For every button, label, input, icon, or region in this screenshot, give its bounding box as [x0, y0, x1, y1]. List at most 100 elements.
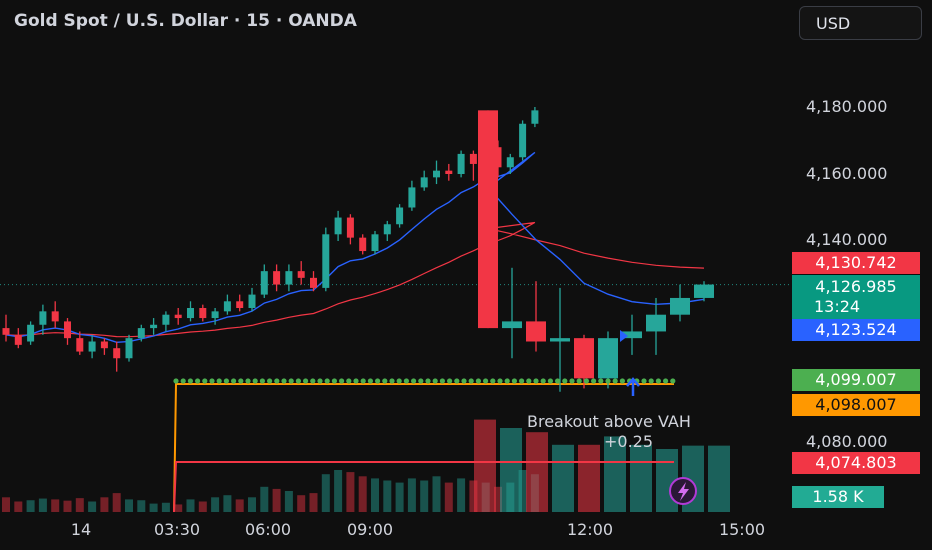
- candle: [457, 150, 465, 178]
- candle: [285, 264, 293, 292]
- lightning-icon: [678, 482, 689, 501]
- signal-dot: [483, 378, 489, 384]
- signal-dot: [547, 378, 554, 384]
- volume-bar: [604, 436, 626, 512]
- signal-dot: [605, 378, 611, 384]
- candle: [2, 314, 10, 342]
- volume-profile: [173, 383, 674, 513]
- signal-dot: [389, 378, 395, 384]
- signal-dot: [367, 378, 373, 384]
- bar-countdown: 13:24: [814, 297, 861, 316]
- volume-bar: [457, 478, 466, 512]
- signal-dot: [519, 378, 525, 384]
- vah-line: [173, 383, 674, 513]
- candle: [236, 294, 244, 312]
- candle-body: [310, 277, 317, 288]
- signal-dot: [360, 378, 366, 384]
- candle: [574, 334, 594, 389]
- signal-dot: [555, 378, 561, 384]
- x-tick-label: 03:30: [153, 520, 201, 539]
- candle: [223, 294, 231, 315]
- candle-body: [420, 177, 428, 188]
- signal-dot: [310, 378, 316, 384]
- candle: [383, 220, 391, 241]
- candle: [359, 234, 367, 255]
- volume-bar: [198, 501, 207, 512]
- candle: [39, 304, 47, 335]
- signal-dot: [195, 378, 201, 384]
- volume-bar: [75, 498, 84, 512]
- candle-body: [383, 224, 391, 235]
- signal-dot: [648, 378, 654, 384]
- x-tick-label: 06:00: [244, 520, 292, 539]
- volume-bar: [260, 486, 269, 512]
- signal-dot: [497, 378, 503, 384]
- last-price-label: 4,126.985 13:24: [792, 275, 920, 319]
- volume-bar: [432, 476, 441, 512]
- candle-body: [51, 311, 59, 322]
- signal-dot: [439, 378, 445, 384]
- volume-bar: [272, 488, 281, 512]
- candle-body: [478, 110, 498, 329]
- candle: [646, 297, 666, 355]
- volume-bar: [26, 500, 35, 512]
- candle-body: [2, 328, 10, 335]
- candle-body: [694, 284, 714, 298]
- candle: [100, 338, 108, 355]
- signal-dot: [324, 378, 330, 384]
- y-tick-label: 4,180.000: [806, 97, 888, 116]
- candle-body: [100, 341, 108, 349]
- signal-dot: [187, 378, 193, 384]
- volume-bar: [526, 432, 548, 512]
- volume-bar: [321, 474, 330, 512]
- signal-dot: [511, 378, 517, 384]
- candle-body: [211, 311, 219, 319]
- candle-body: [273, 271, 281, 285]
- signal-dot: [526, 378, 532, 384]
- candle-body: [445, 170, 453, 174]
- candle-body: [346, 217, 354, 238]
- x-tick-label: 12:00: [566, 520, 614, 539]
- signal-dot: [569, 378, 575, 384]
- y-tick-label: 4,160.000: [806, 164, 888, 183]
- signal-dot: [281, 378, 287, 384]
- candle: [297, 261, 305, 285]
- candle-body: [297, 271, 305, 278]
- signal-dot: [533, 378, 539, 384]
- signal-dot: [425, 378, 431, 384]
- signal-dot: [331, 378, 337, 384]
- candle-body: [150, 324, 158, 329]
- chart-title: Gold Spot / U.S. Dollar · 15 · OANDA: [14, 11, 357, 31]
- candle: [478, 110, 498, 329]
- volume-bar: [223, 495, 232, 512]
- signal-dot: [612, 378, 618, 384]
- candle-body: [359, 237, 367, 252]
- volume-bar: [211, 497, 220, 512]
- signal-dot: [490, 378, 496, 384]
- volume-bar: [518, 470, 527, 512]
- signal-dot: [288, 378, 294, 384]
- volume-bar: [420, 480, 429, 512]
- volume-bar: [371, 478, 379, 512]
- signal-dot: [411, 378, 417, 384]
- candle-body: [531, 110, 539, 124]
- candle-body: [408, 187, 416, 208]
- candle-body: [223, 301, 231, 312]
- currency-button[interactable]: USD: [799, 6, 922, 40]
- signal-dot: [670, 378, 676, 384]
- candle-body: [162, 314, 170, 325]
- signal-dot: [576, 378, 582, 384]
- candle: [506, 153, 514, 174]
- candle-body: [598, 338, 618, 379]
- signal-dot: [339, 378, 345, 384]
- signal-dot: [396, 378, 402, 384]
- candle-body: [526, 321, 546, 342]
- volume-bar: [186, 499, 195, 512]
- candle: [346, 214, 354, 245]
- candle: [445, 163, 453, 181]
- candle: [88, 334, 96, 359]
- volume-bar: [297, 495, 306, 512]
- candlesticks: [2, 107, 714, 392]
- candle: [248, 287, 256, 312]
